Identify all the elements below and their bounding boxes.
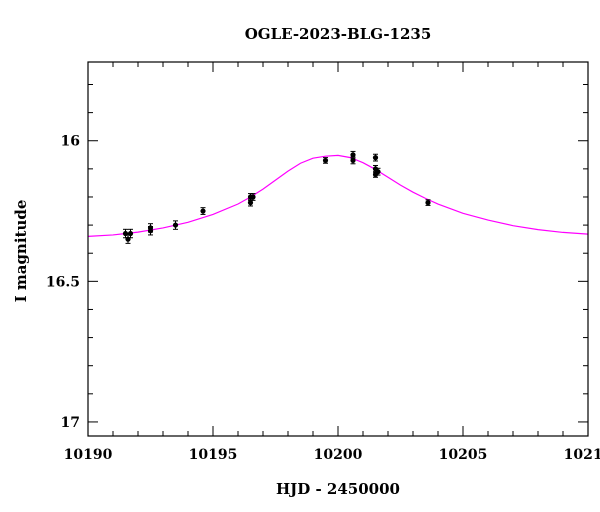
data-point: [350, 152, 356, 158]
data-point: [322, 157, 329, 164]
chart-title: OGLE-2023-BLG-1235: [245, 25, 432, 43]
x-tick-label: 10190: [64, 447, 113, 463]
data-point: [372, 155, 379, 161]
data-point: [350, 157, 356, 164]
x-tick-label: 10195: [189, 447, 238, 463]
x-tick-label: 10205: [439, 447, 488, 463]
plot-area: 10190 10195 10200 10205 10210 16 16.5 17: [46, 61, 600, 463]
plot-frame: [87, 61, 589, 437]
data-point: [250, 194, 256, 200]
data-point: [125, 236, 131, 242]
y-axis-label: I magnitude: [12, 200, 30, 303]
y-tick-label: 16: [61, 134, 80, 150]
data-point: [200, 208, 206, 214]
x-tick-label: 10200: [314, 447, 363, 463]
data-point: [172, 222, 179, 228]
data-point: [425, 200, 431, 206]
model-curve: [88, 154, 588, 237]
data-point: [147, 225, 154, 231]
y-tick-label: 17: [61, 415, 80, 431]
x-tick-label: 10210: [564, 447, 600, 463]
data-point: [247, 200, 254, 206]
x-axis-label: HJD - 2450000: [276, 480, 400, 498]
y-tick-label: 16.5: [46, 274, 80, 290]
data-point: [372, 171, 379, 178]
